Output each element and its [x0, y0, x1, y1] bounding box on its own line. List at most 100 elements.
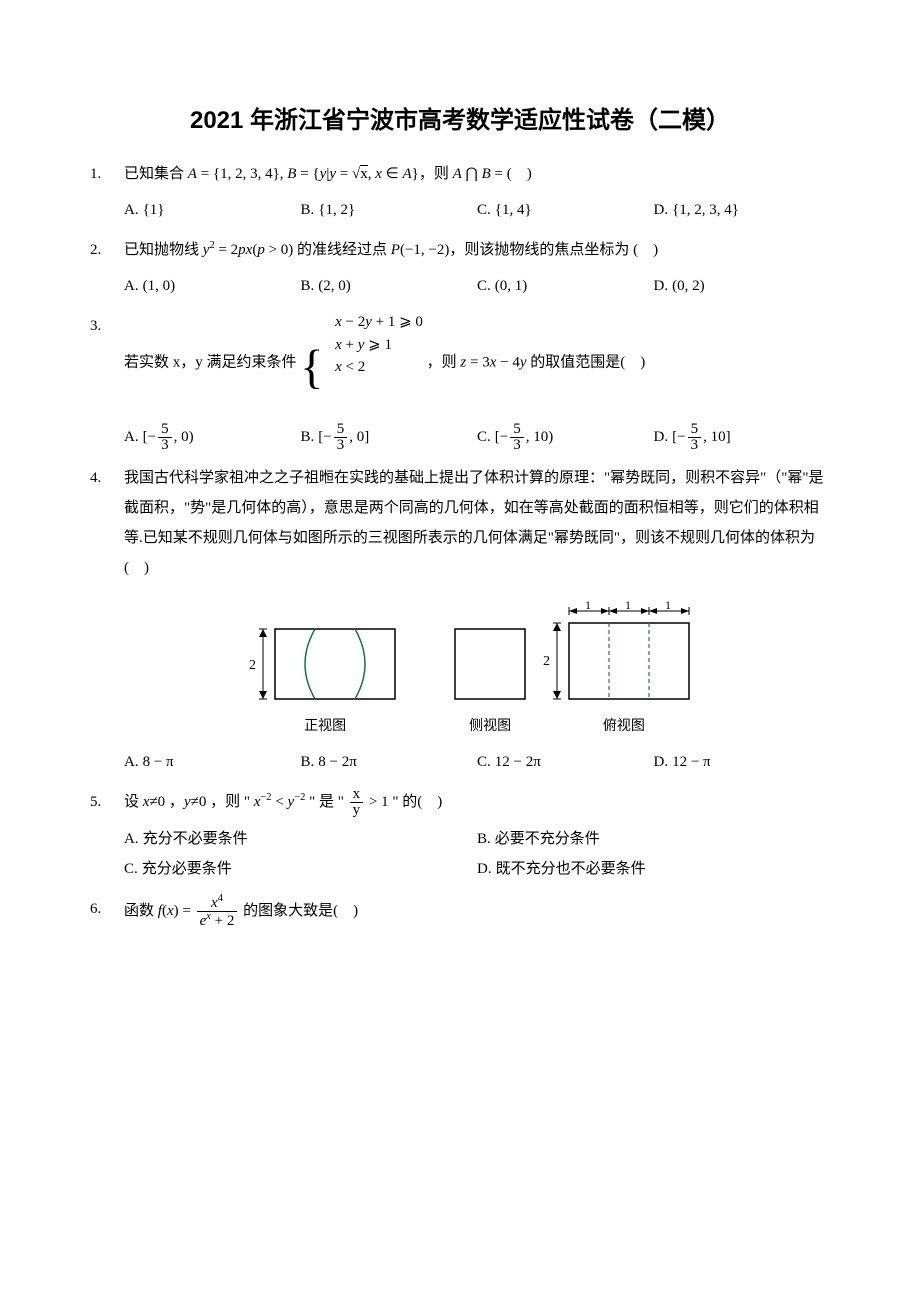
constraint-2: x + y ⩾ 1 [335, 337, 392, 353]
top-view-label: 俯视图 [603, 713, 645, 741]
option-label: A. [124, 278, 139, 294]
w3-label: 1 [665, 599, 671, 612]
option-c[interactable]: C.[−53, 10) [477, 422, 654, 453]
option-label: A. [124, 754, 139, 770]
height-label: 2 [249, 658, 256, 673]
option-value: 充分必要条件 [142, 861, 232, 877]
option-label: B. [301, 754, 315, 770]
option-label: A. [124, 429, 139, 445]
option-label: A. [124, 202, 139, 218]
option-d[interactable]: D.(0, 2) [654, 271, 831, 301]
option-value: 既不充分也不必要条件 [496, 861, 646, 877]
option-b[interactable]: B.必要不充分条件 [477, 824, 830, 854]
option-value: (2, 0) [318, 278, 351, 294]
option-b[interactable]: B.8 − 2π [301, 747, 478, 777]
option-label: C. [477, 278, 491, 294]
frac-den: 3 [334, 438, 348, 453]
option-value: (0, 1) [495, 278, 528, 294]
option-c[interactable]: C.12 − 2π [477, 747, 654, 777]
option-d[interactable]: D.12 − π [654, 747, 831, 777]
option-c[interactable]: C.充分必要条件 [124, 854, 477, 884]
option-b[interactable]: B.(2, 0) [301, 271, 478, 301]
stem-text: 已知集合 [124, 166, 188, 182]
question-body: 我国古代科学家祖冲之之子祖暅在实践的基础上提出了体积计算的原理："幂势既同，则积… [124, 463, 830, 777]
option-value: [−53, 10) [495, 429, 553, 445]
frac-num: x [350, 787, 364, 803]
page: 2021 年浙江省宁波市高考数学适应性试卷（二模） 1. 已知集合 A = {1… [0, 0, 920, 1005]
option-label: D. [654, 202, 669, 218]
opt-tail: , 10) [526, 429, 554, 445]
frac-num: 5 [158, 422, 172, 438]
question-number: 6. [90, 894, 124, 935]
question-2: 2. 已知抛物线 y2 = 2px(p > 0) 的准线经过点 P(−1, −2… [90, 235, 830, 301]
question-stem: 若实数 x，y 满足约束条件 { x − 2y + 1 ⩾ 0 x + y ⩾ … [124, 311, 830, 416]
side-view: 侧视图 [445, 619, 535, 741]
question-number: 1. [90, 159, 124, 225]
page-title: 2021 年浙江省宁波市高考数学适应性试卷（二模） [90, 100, 830, 135]
question-stem: 已知集合 A = {1, 2, 3, 4}, B = {y|y = √x, x … [124, 159, 830, 189]
option-a[interactable]: A.8 − π [124, 747, 301, 777]
constraint-brace: { x − 2y + 1 ⩾ 0 x + y ⩾ 1 x < 2 [300, 311, 423, 416]
question-4: 4. 我国古代科学家祖冲之之子祖暅在实践的基础上提出了体积计算的原理："幂势既同… [90, 463, 830, 777]
question-number: 5. [90, 787, 124, 884]
stem-text: 若实数 x，y 满足约束条件 [124, 355, 300, 371]
option-label: D. [654, 278, 669, 294]
question-number: 2. [90, 235, 124, 301]
w1-label: 1 [585, 599, 591, 612]
option-b[interactable]: B.{1, 2} [301, 195, 478, 225]
frac-den: 3 [510, 438, 524, 453]
question-stem: 函数 f(x) = x4ex + 2 的图象大致是( ) [124, 894, 830, 929]
option-label: B. [301, 278, 315, 294]
frac-num: 5 [510, 422, 524, 438]
question-stem: 设 x≠0 ，y≠0 ，则 " x−2 < y−2 " 是 " xy > 1 "… [124, 787, 830, 818]
option-label: C. [477, 754, 491, 770]
option-b[interactable]: B.[−53, 0] [301, 422, 478, 453]
option-value: 12 − π [672, 754, 711, 770]
option-label: C. [124, 861, 138, 877]
option-a[interactable]: A.{1} [124, 195, 301, 225]
options: A.(1, 0) B.(2, 0) C.(0, 1) D.(0, 2) [124, 271, 830, 301]
stem-math: A = {1, 2, 3, 4}, B = {y|y = √x, x ∈ A} [188, 165, 419, 182]
three-views-figure: 2 正视图 侧视图 [124, 593, 830, 741]
brace-symbol: { [300, 341, 323, 394]
front-view-label: 正视图 [304, 713, 346, 741]
option-value: {1, 2} [318, 202, 355, 218]
question-body: 函数 f(x) = x4ex + 2 的图象大致是( ) [124, 894, 830, 935]
frac-num: 5 [688, 422, 702, 438]
option-label: B. [477, 831, 491, 847]
stem-text: ，则 z = 3x − 4y 的取值范围是( ) [427, 355, 646, 371]
option-value: [−53, 0] [318, 429, 369, 445]
question-number: 4. [90, 463, 124, 777]
option-label: D. [654, 429, 669, 445]
option-c[interactable]: C.(0, 1) [477, 271, 654, 301]
question-body: 若实数 x，y 满足约束条件 { x − 2y + 1 ⩾ 0 x + y ⩾ … [124, 311, 830, 453]
option-value: 必要不充分条件 [495, 831, 600, 847]
question-stem: 已知抛物线 y2 = 2px(p > 0) 的准线经过点 P(−1, −2)，则… [124, 235, 830, 265]
question-body: 已知集合 A = {1, 2, 3, 4}, B = {y|y = √x, x … [124, 159, 830, 225]
top-view-svg: 1 1 1 2 [539, 599, 709, 709]
frac-den: y [350, 803, 364, 818]
options: A.[−53, 0) B.[−53, 0] C.[−53, 10) D.[−53… [124, 422, 830, 453]
constraint-1: x − 2y + 1 ⩾ 0 [335, 314, 423, 330]
stem-text: 函数 f(x) = x4ex + 2 的图象大致是( ) [124, 903, 358, 919]
option-a[interactable]: A.充分不必要条件 [124, 824, 477, 854]
question-body: 已知抛物线 y2 = 2px(p > 0) 的准线经过点 P(−1, −2)，则… [124, 235, 830, 301]
option-d[interactable]: D.既不充分也不必要条件 [477, 854, 830, 884]
option-c[interactable]: C.{1, 4} [477, 195, 654, 225]
option-d[interactable]: D.{1, 2, 3, 4} [654, 195, 831, 225]
option-d[interactable]: D.[−53, 10] [654, 422, 831, 453]
option-label: A. [124, 831, 139, 847]
option-a[interactable]: A.[−53, 0) [124, 422, 301, 453]
side-view-label: 侧视图 [469, 713, 511, 741]
stem-text: 设 x≠0 ，y≠0 ，则 " x−2 < y−2 " 是 " xy > 1 "… [124, 794, 442, 810]
top-view: 1 1 1 2 [539, 599, 709, 741]
question-number: 3. [90, 311, 124, 453]
option-a[interactable]: A.(1, 0) [124, 271, 301, 301]
option-label: B. [301, 429, 315, 445]
views-row-1: 2 正视图 侧视图 [245, 619, 535, 741]
option-value: {1, 2, 3, 4} [672, 202, 739, 218]
option-value: 充分不必要条件 [143, 831, 248, 847]
opt-tail: , 0] [349, 429, 369, 445]
stem-text: 已知抛物线 y2 = 2px(p > 0) 的准线经过点 P(−1, −2)，则… [124, 242, 658, 258]
frac-den: 3 [158, 438, 172, 453]
